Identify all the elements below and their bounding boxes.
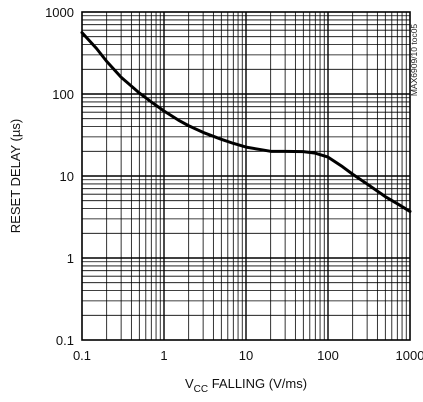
x-tick-label: 100: [317, 348, 339, 363]
x-tick-label: 0.1: [73, 348, 91, 363]
y-tick-labels: 0.1 1 10 100 1000: [45, 5, 74, 348]
x-tick-labels: 0.1 1 10 100 1000: [73, 348, 423, 363]
x-axis-title-v: V: [185, 376, 194, 391]
grid-lines: [82, 12, 410, 340]
y-tick-label: 1: [67, 251, 74, 266]
y-tick-label: 1000: [45, 5, 74, 20]
x-axis-title-sub: CC: [194, 384, 208, 395]
x-tick-label: 1000: [396, 348, 423, 363]
x-tick-label: 10: [239, 348, 253, 363]
x-axis-title: VCC FALLING (V/ms): [185, 376, 307, 395]
x-tick-label: 1: [160, 348, 167, 363]
y-tick-label: 0.1: [56, 333, 74, 348]
y-tick-label: 100: [52, 87, 74, 102]
y-axis-title: RESET DELAY (µs): [8, 119, 23, 233]
plot-frame: [81, 11, 411, 341]
series-line: [80, 31, 412, 213]
x-axis-title-rest: FALLING (V/ms): [208, 376, 307, 391]
y-tick-label: 10: [60, 169, 74, 184]
figure-code: MAX6909/10 toc05: [409, 24, 419, 97]
